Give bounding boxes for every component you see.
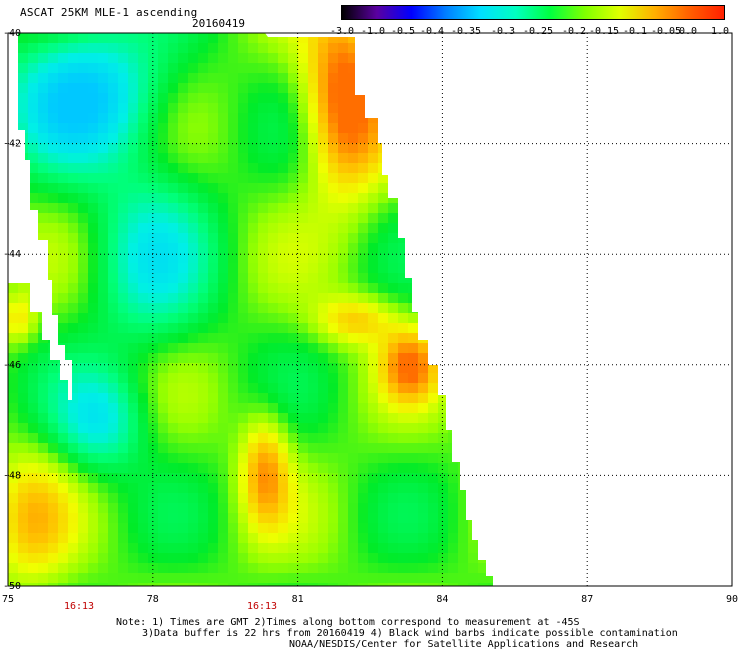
colorbar-label: -0.2 [561,26,587,37]
colorbar-label: 0.0 [678,26,698,37]
colorbar-label: 1.0 [710,26,730,37]
colorbar-label: -0.4 [419,26,445,37]
map-frame [7,32,733,587]
time-label: 16:13 [64,601,94,612]
colorbar-label: -0.5 [390,26,416,37]
latitude-tick-label: -40 [3,28,21,39]
longitude-tick-label: 75 [2,594,14,605]
longitude-tick-label: 90 [726,594,738,605]
latitude-tick-label: -44 [3,249,21,260]
note-line-2: 3)Data buffer is 22 hrs from 20160419 4)… [142,628,678,639]
lat-lon-grid [8,33,732,586]
colorbar-label: -0.35 [450,26,482,37]
latitude-tick-labels: -40 -42 -44 -46 -48 -50 [3,28,21,592]
note-line-1: Note: 1) Times are GMT 2)Times along bot… [116,617,580,628]
swath-data-field [8,33,493,586]
colorbar-label: -0.05 [650,26,682,37]
colorbar-label: -0.15 [588,26,620,37]
longitude-tick-label: 87 [581,594,593,605]
time-labels: 16:13 16:13 [64,601,277,612]
map-date: 20160419 [192,17,245,30]
colorbar-label: -3.0 [329,26,355,37]
colorbar-label: -0.25 [522,26,554,37]
latitude-tick-label: -50 [3,581,21,592]
time-label: 16:13 [247,601,277,612]
latitude-tick-label: -46 [3,360,21,371]
longitude-tick-label: 78 [147,594,159,605]
colorbar-labels: -3.0 -1.0 -0.5 -0.4 -0.35 -0.3 -0.25 -0.2 -0.15-… [330,26,730,38]
note-line-3: NOAA/NESDIS/Center for Satellite Applica… [289,639,639,650]
colorbar-label: -0.1 [622,26,648,37]
map-title: ASCAT 25KM MLE-1 ascending [20,6,198,19]
colorbar-label: -1.0 [360,26,386,37]
latitude-tick-label: -48 [3,470,21,481]
longitude-tick-label: 81 [292,594,304,605]
colorbar [341,5,725,20]
colorbar-label: -0.3 [490,26,516,37]
longitude-tick-label: 84 [436,594,448,605]
longitude-tick-labels: 75 78 81 84 87 90 [2,594,738,605]
latitude-tick-label: -42 [3,139,21,150]
